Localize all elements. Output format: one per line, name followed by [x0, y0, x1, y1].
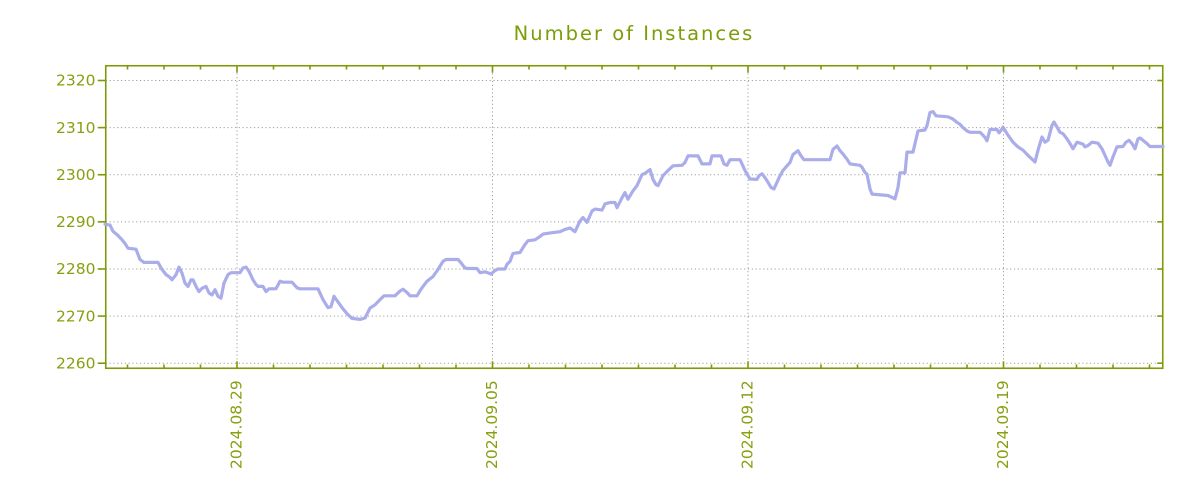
y-tick-label: 2300	[56, 166, 95, 184]
y-tick-label: 2290	[56, 213, 95, 231]
x-tick-label: 2024.09.05	[483, 380, 501, 469]
chart-title: Number of Instances	[514, 22, 755, 45]
y-tick-label: 2280	[56, 260, 95, 278]
y-tick-label: 2270	[56, 307, 95, 325]
instances-line	[103, 109, 1165, 321]
plot-area: 2320 2310 2300 2290 2280 2270 2260 2024.08.29 20…	[56, 64, 1165, 469]
y-tick-label: 2260	[56, 354, 95, 372]
y-tick-label: 2310	[56, 119, 95, 137]
x-tick-label: 2024.09.12	[739, 380, 757, 469]
axis-frame	[104, 64, 1164, 370]
x-tick-label: 2024.08.29	[228, 380, 246, 469]
y-tick-label: 2320	[56, 72, 95, 90]
x-tick-label: 2024.09.19	[994, 380, 1012, 469]
